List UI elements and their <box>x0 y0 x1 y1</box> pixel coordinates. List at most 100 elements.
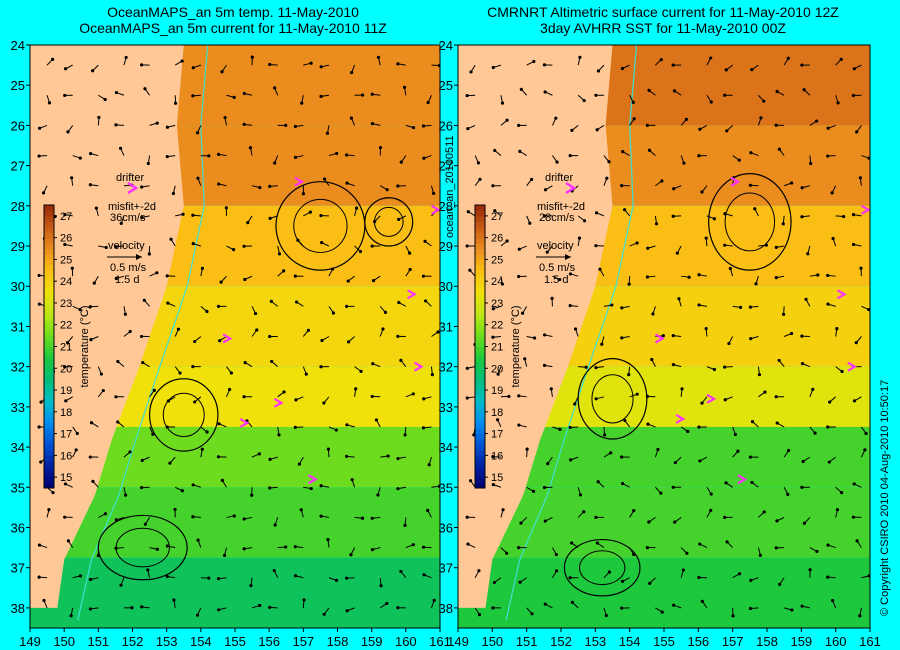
current-arrow-head <box>128 450 132 454</box>
y-tick-label: 37 <box>439 561 453 576</box>
current-arrow-head <box>322 401 326 405</box>
current-arrow-head <box>411 392 415 396</box>
current-arrow-head <box>813 431 817 435</box>
current-arrow-head <box>229 371 233 375</box>
colorbar-swatch <box>475 368 485 375</box>
colorbar-swatch <box>475 215 485 222</box>
current-arrow-head <box>397 300 401 305</box>
colorbar-swatch <box>475 319 485 326</box>
colorbar-swatch <box>475 275 485 282</box>
current-arrow-head <box>826 154 830 158</box>
current-arrow-head <box>543 519 547 523</box>
current-arrow-head <box>622 208 627 212</box>
colorbar-swatch <box>475 259 485 266</box>
right-legend-drifter: drifter <box>545 172 574 184</box>
current-arrow-head <box>293 545 297 549</box>
current-arrow-head <box>673 520 677 524</box>
current-arrow-head <box>673 460 677 465</box>
current-arrow-head <box>660 610 664 614</box>
current-arrow-head <box>370 92 374 96</box>
current-arrow-head <box>558 427 562 431</box>
current-arrow-head <box>697 575 701 580</box>
current-arrow-head <box>66 539 70 543</box>
current-arrow-head <box>96 553 100 558</box>
current-arrow-head <box>411 126 416 130</box>
colorbar-right: 27 26 25 24 23 22 21 20 19 18 17 16 15 temperature (°… <box>474 204 522 489</box>
colorbar-swatch <box>475 264 485 271</box>
current-arrow-head <box>517 394 521 398</box>
current-arrow-head <box>712 217 716 221</box>
colorbar-swatch <box>44 433 54 440</box>
current-arrow-head <box>293 124 298 129</box>
current-arrow-head <box>697 303 701 307</box>
colorbar-swatch <box>44 248 54 255</box>
current-arrow-head <box>659 491 663 495</box>
current-arrow-head <box>47 101 52 105</box>
colorbar-tick-label: 18 <box>491 407 503 419</box>
drifter-track <box>431 204 440 215</box>
current-arrow-head <box>759 116 763 120</box>
colorbar-tick-label: 20 <box>60 363 72 375</box>
x-tick-label: 153 <box>584 634 606 649</box>
x-tick-label: 159 <box>790 634 812 649</box>
current-arrow-head <box>491 65 495 70</box>
current-arrow-head <box>863 448 867 452</box>
colorbar-tick-label: 18 <box>60 407 72 419</box>
current-arrow-head <box>750 480 754 485</box>
y-tick-label: 30 <box>11 279 25 294</box>
current-arrow-head <box>272 568 276 573</box>
y-tick-label: 26 <box>439 118 453 133</box>
current-arrow-head <box>396 487 400 491</box>
colorbar-label: temperature (°C) <box>79 305 91 387</box>
current-arrow-head <box>529 177 534 182</box>
colorbar-swatch <box>475 411 485 418</box>
current-arrow-head <box>594 365 598 370</box>
current-arrow-head <box>594 515 598 520</box>
current-arrow-head <box>220 70 224 74</box>
current-eddy <box>162 392 205 438</box>
current-arrow-head <box>790 608 794 612</box>
colorbar-swatch <box>475 422 485 429</box>
current-eddy <box>579 550 626 586</box>
current-arrow-head <box>519 521 523 525</box>
current-eddy <box>293 198 348 253</box>
current-arrow-head <box>852 67 856 71</box>
colorbar-swatch <box>44 477 54 484</box>
current-arrow-head <box>542 363 547 367</box>
current-arrow-head <box>478 177 482 181</box>
colorbar-swatch <box>44 210 54 217</box>
colorbar-swatch <box>475 373 485 380</box>
current-arrow-head <box>246 221 250 225</box>
colorbar-swatch <box>44 466 54 473</box>
current-arrow-head <box>468 268 472 272</box>
current-arrow-head <box>423 239 427 243</box>
x-tick-label: 152 <box>550 634 572 649</box>
current-arrow-head <box>595 128 599 132</box>
current-arrow-head <box>781 312 786 316</box>
current-arrow-head <box>645 275 650 279</box>
current-arrow-head <box>816 273 820 277</box>
current-arrow-head <box>191 66 195 70</box>
current-arrow-head <box>518 149 522 153</box>
colorbar-tick-label: 23 <box>491 298 503 310</box>
x-tick-label: 160 <box>825 634 847 649</box>
current-arrow-head <box>168 461 172 465</box>
left-legend-vel-scale: 0.5 m/s <box>110 262 147 274</box>
current-arrow-head <box>370 516 374 520</box>
current-arrow-head <box>69 614 73 618</box>
current-arrow-head <box>476 161 480 165</box>
current-arrow-head <box>858 614 862 618</box>
current-arrow-head <box>97 115 101 120</box>
current-arrow-head <box>143 87 147 91</box>
current-arrow-head <box>594 93 598 97</box>
current-eddy <box>591 374 634 424</box>
current-arrow-head <box>101 388 105 393</box>
current-arrow-head <box>750 420 755 424</box>
current-arrow-head <box>421 274 426 278</box>
current-arrow-head <box>492 580 497 585</box>
x-tick-label: 159 <box>361 634 383 649</box>
colorbar-swatch <box>475 253 485 260</box>
current-arrow-head <box>542 63 547 67</box>
current-arrow-head <box>385 188 389 192</box>
drifter-track <box>847 361 858 372</box>
